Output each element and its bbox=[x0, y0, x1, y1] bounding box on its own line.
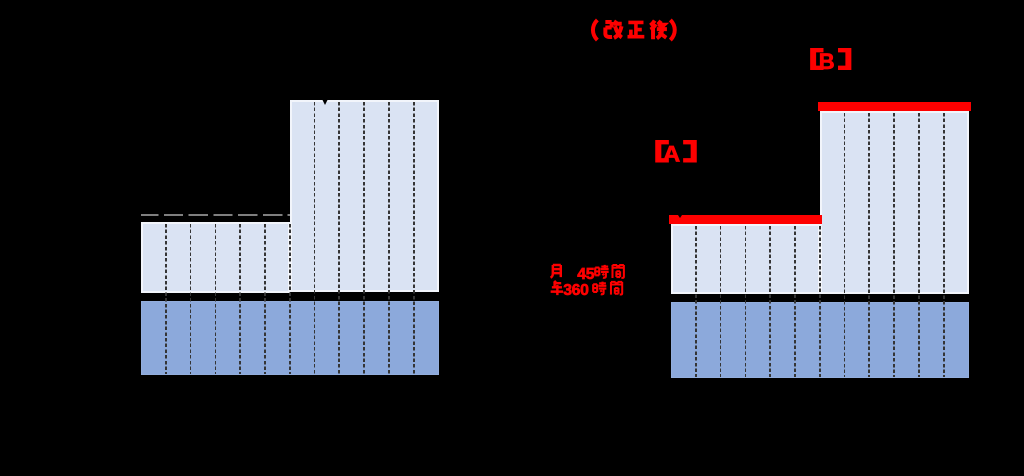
svg-text:B: B bbox=[819, 48, 835, 73]
svg-text:45: 45 bbox=[577, 266, 594, 283]
svg-text:360: 360 bbox=[563, 282, 589, 296]
svg-text:A: A bbox=[663, 142, 681, 166]
